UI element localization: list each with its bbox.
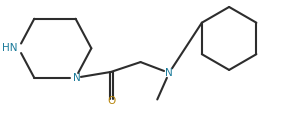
Text: O: O — [107, 96, 115, 106]
Text: HN: HN — [2, 43, 18, 53]
Text: N: N — [165, 68, 173, 78]
Text: N: N — [73, 73, 80, 83]
